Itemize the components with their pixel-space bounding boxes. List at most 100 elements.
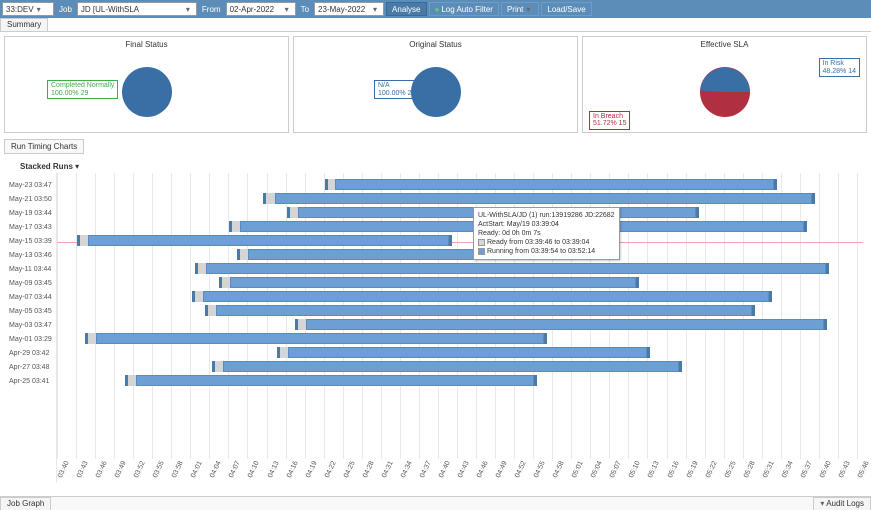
x-tick: 04:13	[267, 460, 281, 479]
x-tick: 03:40	[57, 460, 71, 479]
row-label: Apr-27 03:48	[9, 364, 57, 371]
row-label: May-13 03:46	[9, 252, 57, 259]
x-tick: 03:55	[152, 460, 166, 479]
pie-title: Effective SLA	[583, 37, 866, 52]
load-save-button[interactable]: Load/Save	[541, 2, 591, 16]
row-label: May-05 03:45	[9, 308, 57, 315]
x-tick: 04:28	[362, 460, 376, 479]
x-tick: 04:55	[533, 460, 547, 479]
x-tick: 04:37	[419, 460, 433, 479]
x-tick: 05:07	[609, 460, 623, 479]
gantt-bar[interactable]	[205, 305, 755, 316]
log-auto-filter-button[interactable]: ●Log Auto Filter	[429, 2, 499, 16]
pie-final-status: Final Status Completed Normally100.00% 2…	[4, 36, 289, 133]
gantt-bar[interactable]	[77, 235, 452, 246]
tab-run-timing[interactable]: Run Timing Charts	[4, 139, 84, 154]
x-tick: 05:13	[647, 460, 661, 479]
row-label: May-11 03:44	[9, 266, 57, 273]
x-tick: 05:19	[686, 460, 700, 479]
x-tick: 04:25	[343, 460, 357, 479]
x-tick: 03:46	[95, 460, 109, 479]
x-tick: 04:43	[457, 460, 471, 479]
gantt-bar[interactable]	[85, 333, 547, 344]
x-tick: 05:10	[628, 460, 642, 479]
x-tick: 04:52	[514, 460, 528, 479]
scope-select[interactable]: JD [UL-WithSLA▾	[77, 2, 197, 16]
pie-legend-bottom: In Breach51.72% 15	[589, 111, 630, 130]
tab-summary[interactable]: Summary	[0, 18, 48, 31]
tab-job-graph[interactable]: Job Graph	[0, 497, 51, 510]
footer-bar: Job Graph ▾ Audit Logs	[0, 496, 871, 510]
gantt-tooltip: UL-WithSLA/JD (1) run:13919286 JD:22682A…	[473, 207, 620, 260]
pie-title: Final Status	[5, 37, 288, 52]
env-select[interactable]: 33:DEV▾	[2, 2, 54, 16]
pie-chart-icon	[698, 65, 752, 119]
x-tick: 04:07	[228, 460, 242, 479]
x-tick: 04:46	[476, 460, 490, 479]
x-tick: 04:16	[286, 460, 300, 479]
row-label: May-01 03:29	[9, 336, 57, 343]
row-label: May-17 03:43	[9, 224, 57, 231]
x-tick: 03:58	[171, 460, 185, 479]
x-axis: 03:40 03:43 03:46 03:49 03:52 03:55 03:58 04:01…	[57, 459, 863, 483]
x-tick: 04:19	[305, 460, 319, 479]
pie-original-status: Original Status N/A100.00% 29	[293, 36, 578, 133]
x-tick: 04:04	[209, 460, 223, 479]
pie-effective-sla: Effective SLA In Risk48.28% 14 In Breach…	[582, 36, 867, 133]
x-tick: 05:22	[705, 460, 719, 479]
x-tick: 04:58	[552, 460, 566, 479]
row-label: May-09 03:45	[9, 280, 57, 287]
gantt-bar[interactable]	[125, 375, 537, 386]
pie-row: Final Status Completed Normally100.00% 2…	[0, 32, 871, 137]
gantt-bar[interactable]	[212, 361, 682, 372]
x-tick: 05:04	[590, 460, 604, 479]
x-tick: 05:16	[667, 460, 681, 479]
x-tick: 03:52	[133, 460, 147, 479]
pie-legend: Completed Normally100.00% 29	[47, 80, 118, 99]
from-label: From	[199, 5, 224, 14]
row-label: May-07 03:44	[9, 294, 57, 301]
x-tick: 03:49	[114, 460, 128, 479]
x-tick: 05:46	[857, 460, 871, 479]
row-label: May-15 03:39	[9, 238, 57, 245]
x-tick: 04:40	[438, 460, 452, 479]
row-label: May-03 03:47	[9, 322, 57, 329]
gantt-bar[interactable]	[195, 263, 829, 274]
gantt-bar[interactable]	[219, 277, 639, 288]
chart-title: Stacked Runs ▾	[20, 160, 863, 173]
to-date[interactable]: 23-May-2022▾	[314, 2, 384, 16]
gantt-bar[interactable]	[263, 193, 815, 204]
from-date[interactable]: 02-Apr-2022▾	[226, 2, 296, 16]
x-tick: 05:25	[724, 460, 738, 479]
x-tick: 04:22	[324, 460, 338, 479]
tab-audit-logs[interactable]: ▾ Audit Logs	[813, 497, 871, 510]
pie-title: Original Status	[294, 37, 577, 52]
x-tick: 05:34	[781, 460, 795, 479]
x-tick: 04:10	[247, 460, 261, 479]
x-tick: 03:43	[76, 460, 90, 479]
scope-label: Job	[56, 5, 75, 14]
row-label: Apr-25 03:41	[9, 378, 57, 385]
row-label: May-23 03:47	[9, 182, 57, 189]
pie-legend-top: In Risk48.28% 14	[819, 58, 860, 77]
toolbar: 33:DEV▾ Job JD [UL-WithSLA▾ From 02-Apr-…	[0, 0, 871, 18]
x-tick: 05:31	[762, 460, 776, 479]
row-label: May-21 03:50	[9, 196, 57, 203]
analyse-button[interactable]: Analyse	[386, 2, 426, 16]
x-tick: 04:01	[190, 460, 204, 479]
x-tick: 04:34	[400, 460, 414, 479]
gantt-bar[interactable]	[277, 347, 650, 358]
print-button[interactable]: Print▾	[501, 2, 539, 16]
summary-tabs: Summary	[0, 18, 871, 32]
gantt-bar[interactable]	[295, 319, 827, 330]
x-tick: 05:43	[838, 460, 852, 479]
x-tick: 04:31	[381, 460, 395, 479]
x-tick: 04:49	[495, 460, 509, 479]
row-label: May-19 03:44	[9, 210, 57, 217]
gantt-bar[interactable]	[325, 179, 777, 190]
gantt-bar[interactable]	[192, 291, 772, 302]
x-tick: 05:28	[743, 460, 757, 479]
x-tick: 05:37	[800, 460, 814, 479]
row-label: Apr-29 03:42	[9, 350, 57, 357]
to-label: To	[298, 5, 312, 14]
